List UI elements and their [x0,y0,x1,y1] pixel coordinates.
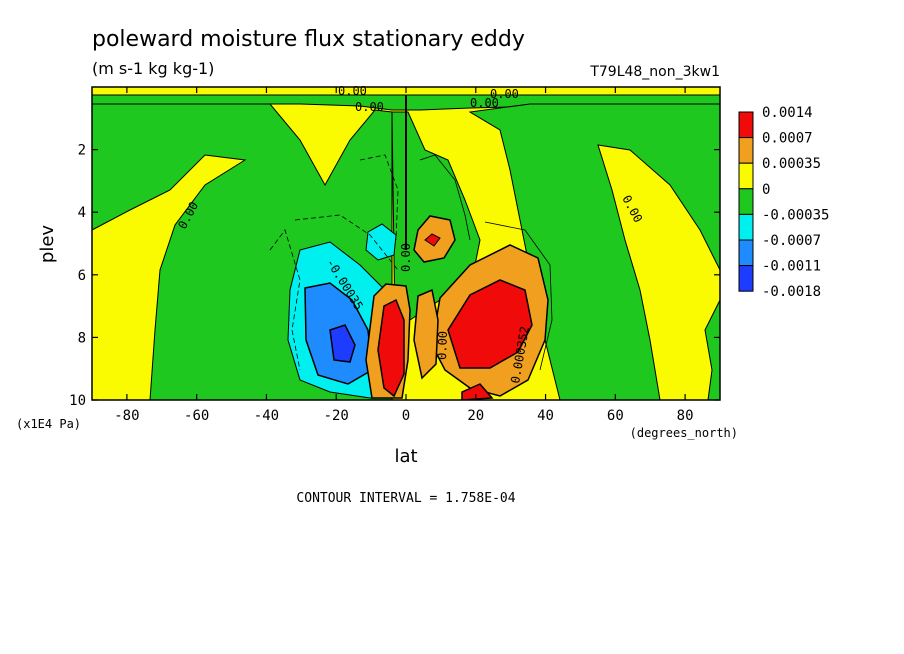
legend-level-label: 0.0014 [762,105,813,121]
legend-swatch [738,188,754,215]
contour-line-dashed [269,229,301,371]
legend-swatch [738,137,754,164]
x-axis-label: lat [394,446,417,467]
legend-swatch [738,239,754,267]
y-tick-label: 4 [78,205,86,221]
x-tick-label: 40 [537,408,554,424]
legend-swatch [738,265,754,292]
chart-title: poleward moisture flux stationary eddy [92,27,525,52]
contour-label: 0.00 [470,96,499,110]
contour-label: 0.00 [355,100,384,114]
x-tick-label: 0 [402,408,410,424]
field-red-upper [424,233,441,247]
legend-swatch [738,111,754,139]
plot-area [92,87,720,400]
x-tick-label: 80 [677,408,694,424]
legend-swatch [738,213,754,241]
y-axis: 2 4 6 8 10 [69,143,720,409]
field-green-north [468,103,720,400]
legend-level-label: -0.0018 [762,284,821,300]
x-axis-units: (degrees_north) [630,426,738,440]
y-tick-label: 8 [78,330,86,346]
contour-line-thin [419,154,471,241]
contour-label: 0.00 [338,84,367,98]
legend-level-label: 0.0007 [762,131,813,147]
x-axis: -80 -60 -40 -20 0 20 40 60 80 [114,87,694,424]
legend-level-label: 0 [762,182,770,198]
x-tick-label: -20 [324,408,349,424]
y-axis-label: plev [37,225,58,264]
y-tick-label: 6 [78,268,86,284]
run-label: T79L48_non_3kw1 [589,64,720,80]
y-axis-units: (x1E4 Pa) [16,417,81,431]
color-legend: 0.0014 0.0007 0.00035 0 -0.00035 -0.0007 -0.00… [738,105,829,300]
y-tick-label: 10 [69,393,86,409]
contour-label: 0.00 [399,243,413,272]
legend-swatch [738,162,754,190]
x-tick-label: 60 [607,408,624,424]
legend-level-label: 0.00035 [762,156,821,172]
field-red-equator [377,298,405,398]
contour-line-dashed [359,154,399,241]
field-darkblue-south [329,324,356,363]
contour-label: 0.00 [435,331,450,360]
x-tick-label: -60 [184,408,209,424]
field-red-north [447,279,533,369]
contour-label: 0.00 [490,87,519,101]
field-cyan-upper [365,223,397,261]
x-tick-label: -40 [254,408,279,424]
contour-line-thin [484,221,553,371]
x-tick-label: 20 [467,408,484,424]
legend-level-label: -0.00035 [762,207,829,223]
chart-units: (m s-1 kg kg-1) [92,59,214,78]
legend-level-label: -0.0007 [762,233,821,249]
y-tick-label: 2 [78,143,86,159]
x-tick-label: -80 [114,408,139,424]
legend-level-label: -0.0011 [762,259,821,275]
field-orange-equator-north [413,288,439,380]
contour-interval-note: CONTOUR INTERVAL = 1.758E-04 [296,491,515,506]
field-green-far-right [704,299,720,400]
field-red-north-bottom [461,383,494,400]
